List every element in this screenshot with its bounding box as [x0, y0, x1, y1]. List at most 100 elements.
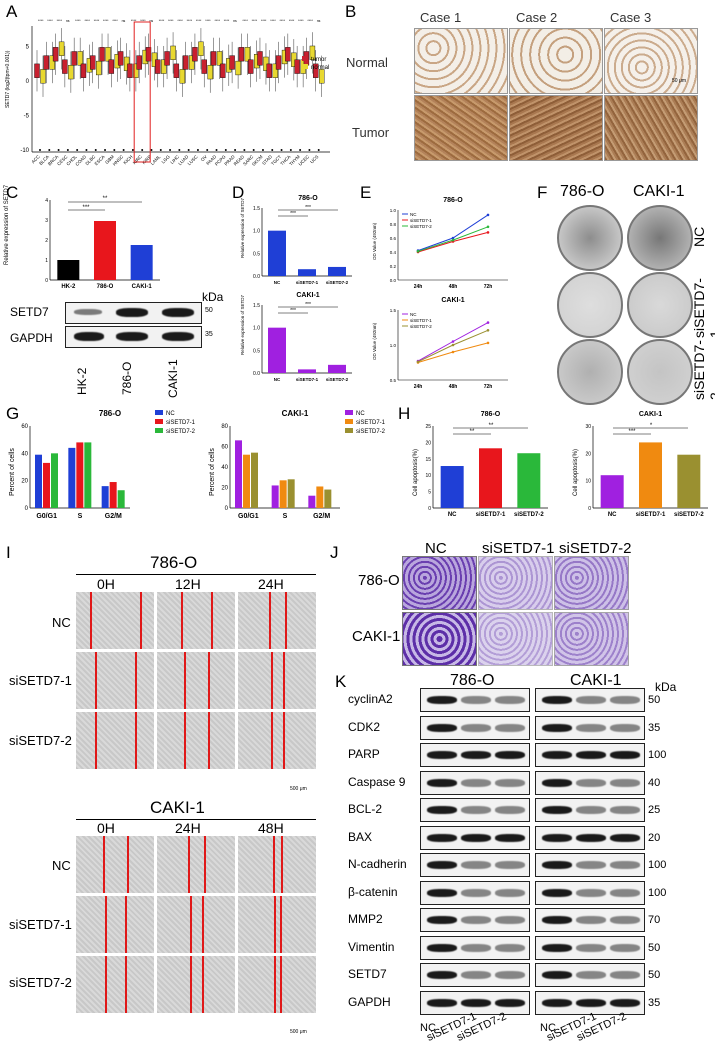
blot-k-band — [495, 888, 525, 897]
panel-label-b: B — [345, 2, 357, 21]
ytick: 15 — [425, 457, 431, 463]
blot-k-strip — [420, 770, 530, 795]
sig-label: * — [650, 423, 653, 429]
scratch-image — [76, 836, 154, 893]
panel-i-bottom-rule — [76, 819, 316, 820]
ytick: 30 — [585, 424, 591, 430]
ytick: 20 — [21, 479, 28, 485]
blot-k-kda: 25 — [648, 804, 661, 816]
blot-k-band — [461, 833, 491, 842]
blot-k-band — [427, 998, 457, 1007]
cancer-label: LAML — [150, 154, 162, 166]
box-tumor — [173, 63, 180, 78]
outlier — [94, 149, 97, 151]
panel-i-bottom-row-si1: siSETD7-1 — [9, 917, 72, 932]
blot-k-band — [610, 751, 640, 759]
ytick: 10 — [425, 473, 431, 479]
outlier — [141, 149, 144, 151]
scratch-edge-line — [90, 592, 92, 649]
outlier — [48, 149, 51, 151]
colony-well-caki1-nc — [627, 205, 693, 271]
scratch-edge-line — [270, 712, 273, 769]
outlier — [57, 149, 60, 151]
scratch-edge-line — [135, 712, 137, 769]
sig-label: ** — [489, 423, 494, 429]
box-normal — [40, 69, 46, 84]
scratch-edge-line — [285, 592, 287, 649]
blot-c-label-gapdh: GAPDH — [10, 331, 53, 345]
colony-well-786o-nc — [557, 205, 623, 271]
panel-i-bottom-scale: 500 μm — [290, 1029, 307, 1035]
sig-label: **** — [159, 19, 165, 23]
blot-k-band — [495, 971, 525, 979]
blot-k-band — [576, 778, 606, 787]
sig-label: **** — [205, 19, 211, 23]
bar — [109, 482, 117, 508]
xtick: 24h — [414, 284, 423, 290]
blot-k-band — [542, 723, 572, 732]
outlier — [178, 149, 181, 151]
sig-label: ** — [103, 196, 108, 202]
outlier — [224, 149, 227, 151]
blot-k-band — [427, 971, 457, 979]
box-tumor — [127, 63, 133, 78]
blot-k-band — [610, 861, 640, 869]
scratch-image — [76, 956, 154, 1013]
scratch-edge-line — [281, 836, 283, 893]
blot-k-band — [427, 723, 457, 732]
box-normal — [216, 51, 223, 66]
ytick: 0.2 — [390, 264, 397, 269]
scratch-image — [238, 956, 316, 1013]
transwell-786o-si2 — [554, 556, 629, 610]
ylabel: Relative expression of SETD7 — [240, 294, 245, 355]
blot-k-label: BAX — [348, 829, 373, 844]
bar — [328, 266, 346, 276]
blot-k-band — [576, 696, 606, 704]
blot-k-band — [495, 916, 525, 924]
panel-i-bottom-t1: 24H — [175, 820, 201, 836]
sig-label: **** — [140, 19, 146, 23]
sig-label: **** — [307, 19, 313, 23]
blot-k-label: CDK2 — [348, 719, 381, 734]
blot-k-band — [461, 888, 491, 897]
box-tumor — [257, 51, 263, 66]
ihc-normal-case3 — [604, 28, 698, 94]
cancer-label: GBM — [104, 154, 115, 165]
blot-k-band — [495, 998, 525, 1007]
box-normal — [161, 59, 167, 74]
blot-k-band — [576, 751, 606, 759]
scratch-edge-line — [103, 836, 105, 893]
blot-k-kda: 100 — [648, 886, 667, 899]
scratch-image — [238, 896, 316, 953]
blot-k-kda: 70 — [648, 914, 661, 926]
blot-k-band — [461, 943, 491, 952]
blot-k-kda: 35 — [648, 721, 661, 734]
sig-label: **** — [38, 19, 44, 23]
blot-k-band — [542, 778, 572, 787]
xtick: 48h — [449, 384, 458, 390]
blot-k-band — [542, 861, 572, 869]
outlier — [169, 149, 172, 151]
legend-label: siSETD7-1 — [166, 420, 196, 426]
panel-j-col-si2: siSETD7-2 — [559, 540, 632, 557]
sig-label: ns — [233, 19, 237, 23]
scratch-edge-line — [127, 836, 129, 893]
colony-well-786o-si2 — [557, 339, 623, 405]
box-tumor — [313, 63, 319, 78]
box-tumor — [210, 51, 217, 66]
legend-label: NC — [356, 411, 365, 417]
blot-k-band — [461, 998, 491, 1007]
blot-c-kda-35: 35 — [205, 331, 213, 338]
xtick: siSETD7-1 — [476, 512, 506, 518]
blot-k-strip — [420, 963, 530, 987]
blot-k-strip — [420, 935, 530, 960]
bar — [35, 454, 42, 508]
legend-swatch — [155, 428, 163, 433]
panel-a-ylabel: SETD7 (log2(tpm+0.001)) — [5, 50, 11, 108]
outlier — [299, 149, 302, 151]
blot-k-kda: 35 — [648, 996, 661, 1009]
box-tumor — [117, 51, 124, 66]
box-tumor — [145, 47, 152, 62]
scratch-image — [238, 592, 316, 649]
blot-k-kda: 50 — [648, 941, 661, 954]
